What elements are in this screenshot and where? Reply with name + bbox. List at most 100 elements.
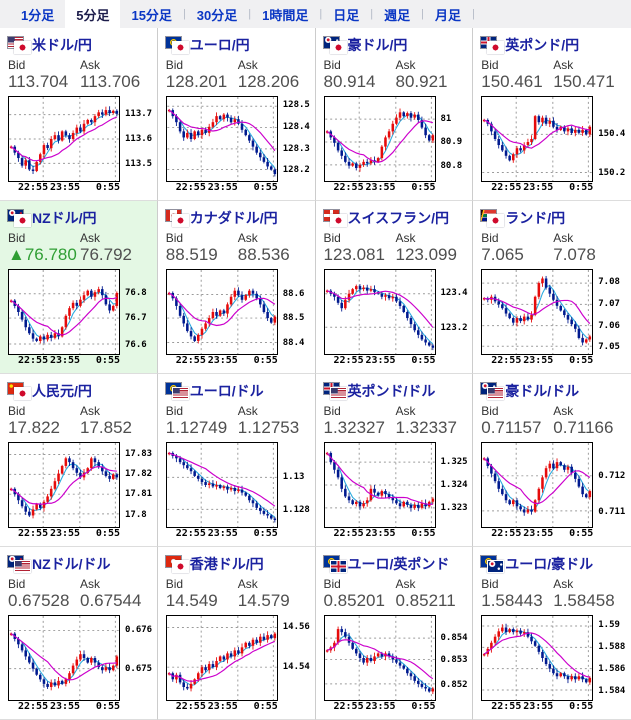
tab-weekly[interactable]: 週足 [384, 7, 411, 23]
pair-name-link[interactable]: スイスフラン/円 [347, 210, 449, 226]
quote-block: Bid 0.85201 Ask 0.85211 [324, 578, 469, 611]
pair-name-link[interactable]: カナダドル/円 [189, 210, 278, 226]
x-tick-label: 23:55 [523, 355, 554, 366]
pair-panel-cad-jpy: カナダドル/円 Bid 88.519 Ask 88.536 22:55 23:55… [157, 201, 316, 374]
pair-panel-nzd-jpy: NZドル/円 Bid ▲76.780 Ask 76.792 22:55 23:55… [0, 201, 158, 374]
pair-header: 豪ドル/円 [323, 35, 469, 55]
y-tick-label: 88.4 [282, 338, 305, 348]
candlestick-chart [8, 269, 120, 355]
candlestick-chart [8, 96, 120, 182]
pair-header: ユーロ/ドル [165, 381, 311, 401]
bid-label: Bid [481, 58, 499, 72]
y-tick-label: 80.8 [440, 161, 463, 171]
chart-area: 22:55 23:55 0:55 81 80.9 80.8 [323, 96, 469, 195]
tab-1hour[interactable]: 1時間足 [262, 7, 309, 23]
chart-x-axis: 22:55 23:55 0:55 [8, 528, 122, 541]
ask-label: Ask [553, 404, 574, 418]
y-tick-label: 150.2 [598, 168, 626, 178]
pair-name-link[interactable]: NZドル/円 [32, 210, 97, 226]
bid-label: Bid [481, 404, 499, 418]
tab-1min[interactable]: 1分足 [21, 7, 55, 23]
chart-area: 22:55 23:55 0:55 14.56 14.54 [165, 615, 311, 714]
candlestick-chart [323, 269, 436, 355]
pair-name-link[interactable]: ユーロ/ドル [189, 383, 264, 399]
chart-y-axis: 7.08 7.07 7.06 7.05 [595, 269, 627, 357]
flag-jp-icon [330, 214, 346, 226]
pair-panel-eur-usd: ユーロ/ドル Bid 1.12749 Ask 1.12753 22:55 23:5… [157, 374, 316, 547]
y-tick-label: 1.586 [598, 664, 626, 674]
pair-header: カナダドル/円 [165, 208, 311, 228]
x-tick-label: 0:55 [95, 701, 120, 712]
y-tick-label: 14.54 [282, 662, 310, 672]
bid-value: 0.71157 [481, 418, 542, 437]
tab-monthly[interactable]: 月足 [434, 7, 461, 23]
pair-name-link[interactable]: 英ポンド/円 [505, 37, 580, 53]
flag-pair [165, 555, 190, 573]
chart-y-axis: 81 80.9 80.8 [438, 96, 469, 184]
pair-name-link[interactable]: 香港ドル/円 [189, 556, 264, 572]
pair-header: スイスフラン/円 [323, 208, 469, 228]
pair-name-link[interactable]: 米ドル/円 [32, 37, 92, 53]
flag-pair [165, 209, 190, 227]
y-tick-label: 7.06 [598, 321, 620, 331]
x-tick-label: 23:55 [523, 701, 554, 712]
quote-block: Bid 113.704 Ask 113.706 [8, 58, 153, 92]
x-tick-label: 0:55 [95, 182, 120, 193]
flag-jp-icon [15, 387, 30, 399]
x-tick-label: 23:55 [49, 528, 81, 539]
bid-value: 1.58443 [481, 591, 543, 610]
chart-x-axis: 22:55 23:55 0:55 [8, 355, 122, 368]
pair-name-link[interactable]: NZドル/ドル [32, 556, 111, 572]
chart-x-axis: 22:55 23:55 0:55 [324, 528, 438, 541]
x-tick-label: 0:55 [569, 182, 594, 193]
x-tick-label: 0:55 [411, 182, 436, 193]
quote-block: Bid 1.12749 Ask 1.12753 [165, 404, 311, 438]
x-tick-label: 23:55 [365, 182, 396, 193]
tab-5min[interactable]: 5分足 [65, 0, 121, 28]
pair-name-link[interactable]: ユーロ/円 [189, 37, 250, 53]
bid-value: 1.32327 [323, 418, 385, 437]
x-tick-label: 0:55 [569, 528, 594, 539]
chart-area: 22:55 23:55 0:55 0.712 0.711 [481, 442, 627, 541]
y-tick-label: 17.8 [125, 510, 147, 520]
x-tick-label: 23:55 [49, 701, 81, 712]
y-tick-label: 113.5 [125, 159, 153, 169]
y-tick-label: 17.81 [125, 489, 153, 499]
pair-name-link[interactable]: 豪ドル/ドル [505, 383, 580, 399]
chart-x-axis: 22:55 23:55 0:55 [166, 701, 280, 714]
candlestick-chart [481, 96, 594, 182]
pair-name-link[interactable]: ユーロ/英ポンド [347, 556, 450, 572]
x-tick-label: 22:55 [333, 182, 364, 193]
bid-label: Bid [323, 404, 341, 418]
chart-x-axis: 22:55 23:55 0:55 [481, 701, 595, 714]
bid-value: 0.67528 [8, 591, 70, 610]
quote-block: Bid 150.461 Ask 150.471 [481, 58, 627, 92]
ask-label: Ask [237, 58, 258, 72]
pair-header: 豪ドル/ドル [481, 381, 627, 401]
flag-pair [8, 382, 32, 400]
tab-separator: | [319, 8, 323, 20]
timeframe-tabbar: 1分足 5分足 15分足 | 30分足 | 1時間足 | 日足 | 週足 | 月足 | [0, 0, 631, 28]
bid-label: Bid [165, 404, 184, 418]
pair-name-link[interactable]: ランド/円 [505, 210, 566, 226]
pair-name-link[interactable]: 英ポンド/ドル [347, 383, 436, 399]
ask-label: Ask [80, 58, 101, 72]
pair-name-link[interactable]: ユーロ/豪ドル [505, 556, 594, 572]
chart-area: 22:55 23:55 0:55 88.6 88.5 88.4 [165, 269, 311, 368]
pair-name-link[interactable]: 豪ドル/円 [347, 37, 408, 53]
y-tick-label: 1.323 [440, 503, 468, 513]
flag-us-icon [15, 560, 30, 572]
x-tick-label: 22:55 [175, 701, 206, 712]
pair-panel-cny-jpy: 人民元/円 Bid 17.822 Ask 17.852 22:55 23:55 0:… [0, 374, 158, 547]
tab-15min[interactable]: 15分足 [131, 7, 172, 23]
ask-label: Ask [80, 404, 101, 418]
tab-daily[interactable]: 日足 [333, 7, 360, 23]
tab-30min[interactable]: 30分足 [196, 7, 238, 23]
pair-header: ユーロ/豪ドル [481, 554, 627, 574]
chart-area: 22:55 23:55 0:55 1.59 1.588 1.586 1.584 [481, 615, 627, 714]
x-tick-label: 0:55 [95, 355, 120, 366]
pair-name-link[interactable]: 人民元/円 [32, 383, 92, 399]
x-tick-label: 23:55 [365, 701, 396, 712]
pair-header: ユーロ/円 [165, 35, 311, 55]
y-tick-label: 0.852 [440, 680, 468, 690]
